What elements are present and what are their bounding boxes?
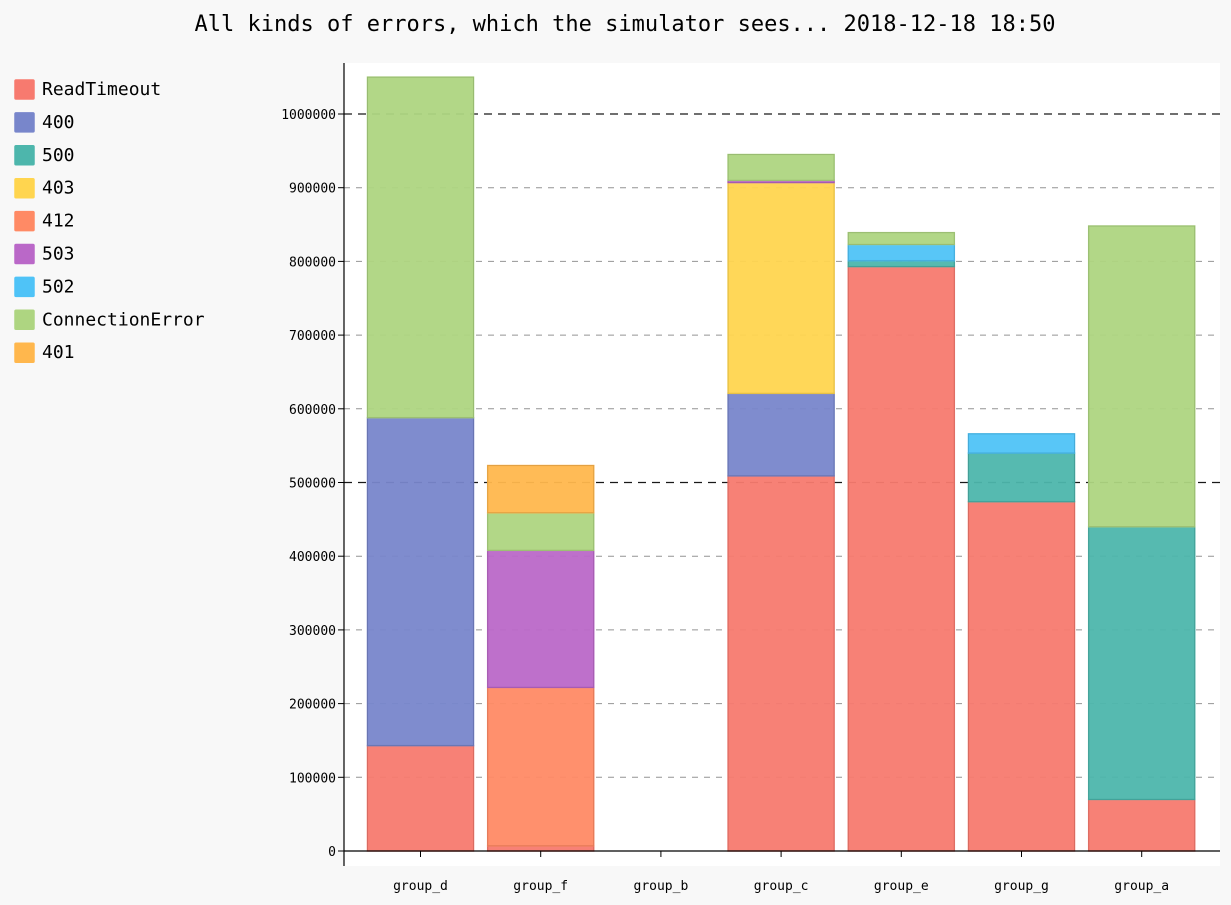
legend-item-412[interactable]: 412 (14, 210, 75, 232)
legend-swatch (14, 276, 35, 298)
y-tick-label: 900000 (289, 182, 336, 197)
legend-swatch (14, 112, 35, 133)
legend-label: 500 (42, 145, 75, 166)
bar-group_g-readtimeout[interactable] (967, 500, 1076, 852)
y-tick-label: 800000 (289, 255, 336, 270)
bar-outline (367, 76, 474, 419)
legend-label: 403 (42, 178, 75, 199)
legend-item-503[interactable]: 503 (14, 243, 75, 265)
legend-item-connectionerror[interactable]: ConnectionError (14, 309, 205, 331)
legend-label: 503 (42, 244, 75, 265)
legend-swatch (14, 79, 35, 100)
legend-item-400[interactable]: 400 (14, 112, 75, 133)
y-tick-label: 0 (328, 845, 336, 860)
legend-item-502[interactable]: 502 (14, 276, 75, 298)
legend-swatch (14, 145, 35, 166)
y-tick-label: 500000 (289, 477, 336, 492)
chart-title: All kinds of errors, which the simulator… (195, 12, 1056, 37)
bar-group_f-401[interactable] (486, 464, 595, 514)
x-tick-label: group_g (994, 879, 1049, 894)
legend-label: 400 (42, 112, 75, 133)
legend-label: 502 (42, 276, 75, 297)
legend-swatch (14, 177, 35, 199)
bar-outline (1088, 225, 1196, 528)
bar-group_d-connectionerror[interactable] (366, 76, 475, 419)
y-tick-label: 600000 (289, 403, 336, 418)
legend-swatch (14, 342, 35, 363)
bar-outline (727, 154, 835, 181)
bar-group_e-502[interactable] (847, 243, 956, 262)
bar-group_d-readtimeout[interactable] (366, 744, 475, 852)
bar-group_a-500[interactable] (1087, 525, 1196, 801)
bar-group_f-readtimeout[interactable] (486, 845, 595, 852)
legend-label: 412 (42, 211, 75, 232)
x-tick-label: group_c (754, 879, 809, 894)
bar-group_f-connectionerror[interactable] (486, 511, 595, 552)
bars (366, 76, 1196, 852)
legend-item-401[interactable]: 401 (14, 342, 75, 363)
x-tick-label: group_b (634, 879, 689, 894)
bar-group_c-connectionerror[interactable] (727, 153, 835, 182)
y-tick-label: 700000 (289, 329, 336, 344)
bar-outline (847, 232, 955, 245)
legend-swatch (14, 243, 35, 265)
y-tick-label: 1000000 (281, 108, 336, 123)
x-axis-ticks: group_d group_f group_b group_c group_e group… (393, 851, 1169, 894)
x-tick-label: group_e (874, 879, 929, 894)
bar-group_f-503[interactable] (486, 549, 595, 689)
bar-outline (487, 465, 595, 514)
bar-outline (968, 433, 1075, 454)
x-tick-label: group_f (513, 879, 568, 894)
bar-group_d-400[interactable] (366, 416, 475, 747)
legend-item-readtimeout[interactable]: ReadTimeout (14, 79, 161, 100)
bar-group_e-500[interactable] (847, 259, 956, 268)
legend-item-500[interactable]: 500 (14, 145, 75, 166)
legend-swatch (14, 210, 35, 232)
y-tick-label: 200000 (289, 698, 336, 713)
x-tick-label: group_a (1114, 879, 1169, 894)
y-tick-label: 100000 (289, 771, 336, 786)
bar-group_g-502[interactable] (967, 433, 1076, 454)
bar-group_c-readtimeout[interactable] (727, 475, 835, 852)
bar-group_c-400[interactable] (727, 392, 835, 477)
x-tick-label: group_d (393, 879, 448, 894)
axes (343, 63, 1220, 866)
bar-group_a-connectionerror[interactable] (1087, 225, 1196, 528)
legend-swatch (14, 309, 35, 331)
legend-label: 401 (42, 342, 75, 363)
legend-item-403[interactable]: 403 (14, 177, 75, 199)
bar-group_g-500[interactable] (967, 452, 1076, 503)
bar-group_c-403[interactable] (727, 181, 835, 395)
y-tick-label: 400000 (289, 550, 336, 565)
bar-group_e-readtimeout[interactable] (847, 265, 956, 852)
bar-group_a-readtimeout[interactable] (1087, 798, 1196, 852)
y-axis-ticks: 0 100000 200000 300000 400000 500000 600000 700… (281, 108, 344, 860)
legend[interactable]: ReadTimeout 400 500 403 412 503 502 ConnectionE… (14, 79, 205, 363)
y-tick-label: 300000 (289, 624, 336, 639)
legend-label: ReadTimeout (42, 79, 161, 100)
bar-group_f-412[interactable] (486, 686, 595, 847)
bar-group_e-connectionerror[interactable] (847, 231, 956, 246)
legend-label: ConnectionError (42, 309, 205, 330)
